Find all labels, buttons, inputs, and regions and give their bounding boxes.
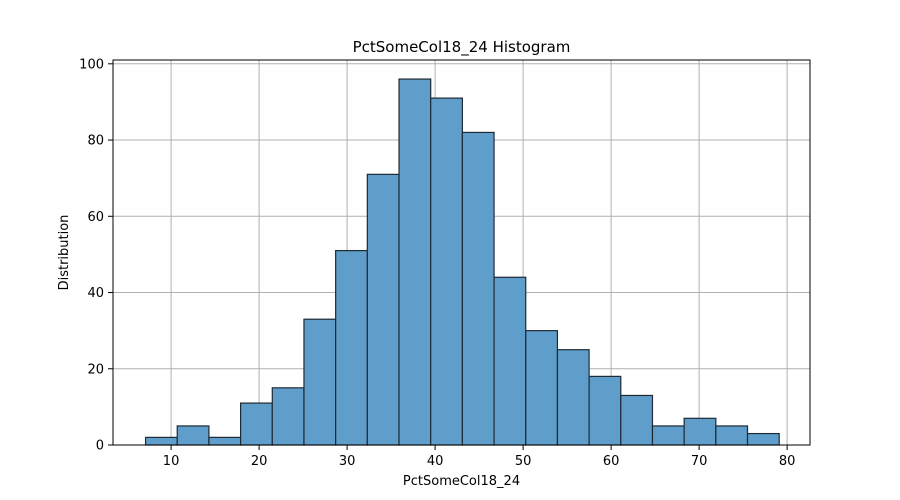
chart-title: PctSomeCol18_24 Histogram [353,38,571,57]
histogram-bar-6 [303,318,337,446]
histogram-bar-15 [588,375,622,446]
x-tick-label: 20 [251,454,268,469]
x-tick-label: 30 [339,454,356,469]
x-tick-label: 40 [427,454,444,469]
x-tick-label: 50 [515,454,532,469]
histogram-bar-2 [176,425,210,446]
plot-frame [112,59,811,446]
histogram-bar-17 [651,425,685,446]
histogram-bar-10 [430,97,463,446]
x-axis-label: PctSomeCol18_24 [403,474,520,489]
histogram-bar-3 [208,436,242,446]
histogram-bar-19 [715,425,749,446]
histogram-bar-14 [556,349,590,446]
histogram-bar-18 [683,417,717,446]
x-tick-label: 70 [691,454,708,469]
y-axis-label: Distribution [57,215,72,291]
y-tick-label: 0 [96,439,104,454]
histogram-bar-11 [461,131,495,446]
histogram-bar-16 [620,394,654,446]
bars [144,78,780,446]
histogram-bar-12 [493,276,527,446]
histogram-bar-9 [398,78,432,446]
histogram-bar-1 [144,436,178,446]
histogram-bar-5 [271,387,305,446]
y-tick-label: 100 [79,57,104,72]
histogram-bar-13 [525,330,559,446]
y-tick-label: 40 [87,286,104,301]
y-tick-label: 60 [87,210,104,225]
histogram-bar-4 [240,402,273,446]
y-tick-label: 80 [87,134,104,149]
histogram-bar-20 [746,432,780,446]
x-tick-label: 60 [603,454,620,469]
x-tick-label: 80 [779,454,796,469]
y-tick-label: 20 [87,362,104,377]
x-tick-label: 10 [163,454,180,469]
histogram-bar-7 [335,249,368,446]
axis-ticks: 10 20 30 40 50 60 70 80 0 20 40 60 80 100 [79,57,795,469]
histogram-bar-8 [366,173,400,446]
